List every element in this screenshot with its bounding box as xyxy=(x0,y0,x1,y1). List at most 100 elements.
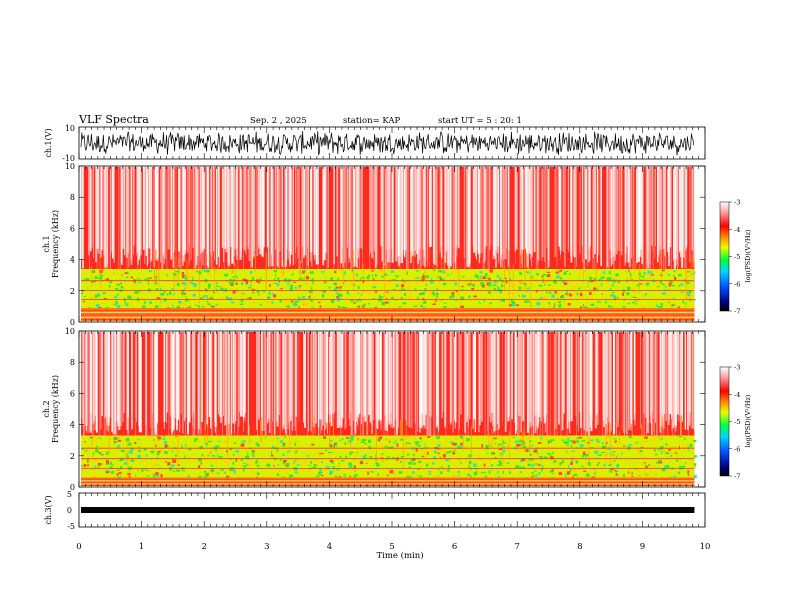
spectrogram-band-cell xyxy=(428,473,431,474)
spectrogram-tint-streak xyxy=(495,332,496,436)
spectrogram-band-cell xyxy=(434,450,437,453)
spectrogram-band-cell xyxy=(565,474,566,477)
spectrogram-band-cell xyxy=(249,460,250,462)
spectrogram-band-cell xyxy=(221,286,224,288)
spectrogram-band-cell xyxy=(346,438,349,439)
spectrogram-band-cell xyxy=(193,294,196,297)
spectrogram-band-cell xyxy=(287,295,289,297)
spectrogram-noise-streak xyxy=(181,332,182,414)
spectrogram-band-cell xyxy=(311,444,314,446)
spectrogram-noise-streak xyxy=(427,167,428,261)
spectrogram-band-cell xyxy=(369,292,372,295)
spectrogram-band-cell xyxy=(393,279,396,280)
spectrogram-tint-streak xyxy=(296,332,297,436)
spectrogram-band-cell xyxy=(643,276,644,279)
spectrogram-noise-streak xyxy=(214,167,215,259)
spectrogram-band-cell xyxy=(172,450,173,452)
spectrogram-band-cell xyxy=(581,466,584,467)
spectrogram-band-cell xyxy=(692,273,694,275)
spectrogram-noise-streak xyxy=(170,332,171,415)
spectrogram-band-cell xyxy=(95,449,98,452)
spectrogram-band-cell xyxy=(181,291,184,294)
spectrogram-band-cell xyxy=(649,271,653,274)
spectrogram-band-cell xyxy=(93,453,95,456)
spectrogram-noise-streak xyxy=(613,332,615,433)
spectrogram-band-cell xyxy=(350,283,353,286)
spectrogram-tint-streak xyxy=(307,332,308,436)
spectrogram-tint-streak xyxy=(181,167,182,269)
spectrogram-burst xyxy=(635,261,636,272)
spectrogram-band-cell xyxy=(185,296,186,298)
spectrogram-tint-streak xyxy=(362,167,363,269)
spectrogram-tint-streak xyxy=(114,332,115,436)
spectrogram-tint-streak xyxy=(400,167,401,269)
spectrogram-band-cell xyxy=(106,460,109,463)
spectrogram-noise-streak xyxy=(311,332,312,432)
spectrogram-noise-streak xyxy=(201,332,203,422)
spectrogram-band-cell xyxy=(385,302,389,304)
spectrogram-band-cell xyxy=(588,471,590,472)
spectrogram-band-cell xyxy=(645,293,647,295)
spectrogram-band-cell xyxy=(612,451,615,452)
spectrogram-noise-streak xyxy=(349,332,350,419)
spectrogram-band-cell xyxy=(436,293,439,295)
spectrogram-noise-streak xyxy=(429,167,431,247)
spectrogram-burst xyxy=(639,264,640,293)
spectrogram-band-cell xyxy=(253,455,255,457)
spectrogram-noise-streak xyxy=(203,167,204,251)
spectrogram-band-cell xyxy=(87,464,89,467)
spectrogram-band-cell xyxy=(396,284,399,287)
spectrogram-band-cell xyxy=(579,469,581,471)
spectrogram-tint-streak xyxy=(557,332,558,436)
spectrogram-band-cell xyxy=(672,285,675,287)
spectrogram-tint-streak xyxy=(333,167,334,269)
spectrogram-tint-streak xyxy=(286,332,287,436)
spectrogram-band-cell xyxy=(248,287,251,289)
spectrogram-tint-streak xyxy=(386,167,387,269)
spectrogram-noise-streak xyxy=(579,167,580,254)
spectrogram-noise-streak xyxy=(356,332,357,422)
spectrogram-tint-streak xyxy=(581,332,582,436)
spectrogram-tint-streak xyxy=(665,167,666,269)
spectrogram-band-cell xyxy=(688,275,690,277)
spectrogram-noise-streak xyxy=(473,332,474,429)
spectrogram-noise-streak xyxy=(606,332,607,424)
spectrogram-band-cell xyxy=(164,441,167,444)
spectrogram-tint-streak xyxy=(663,332,664,436)
spectrogram-tint-streak xyxy=(453,167,454,269)
spectrogram-noise-streak xyxy=(689,332,690,426)
spectrogram-band-cell xyxy=(148,282,149,285)
spectrogram-tint-streak xyxy=(624,332,625,436)
spectrogram-band-cell xyxy=(686,443,688,445)
spectrogram-band-cell xyxy=(570,462,573,465)
spectrogram-band-cell xyxy=(609,464,612,466)
spectrogram-burst xyxy=(207,425,208,446)
spectrogram-tint-streak xyxy=(174,332,175,436)
spectrogram-tint-streak xyxy=(602,332,603,436)
spectrogram-band-cell xyxy=(229,270,231,272)
spectrogram-band-cell xyxy=(258,282,260,284)
spectrogram-band-cell xyxy=(644,437,648,439)
spectrogram-band-cell xyxy=(158,438,161,440)
xtick-label: 0 xyxy=(76,542,81,552)
spectrogram-band-cell xyxy=(96,446,98,448)
spectrogram-band-cell xyxy=(340,269,342,272)
ytick-label: 6 xyxy=(70,224,75,233)
spectrogram-band-cell xyxy=(256,465,259,467)
spectrogram-noise-streak xyxy=(411,167,413,251)
spectrogram-noise-streak xyxy=(655,167,656,259)
spectrogram-band-cell xyxy=(539,271,542,272)
spectrogram-tint-streak xyxy=(104,332,105,436)
spectrogram-band-cell xyxy=(461,286,463,287)
spectrogram-band-cell xyxy=(368,275,370,277)
spectrogram-band-cell xyxy=(370,471,374,472)
spectrogram-band-cell xyxy=(94,466,97,468)
spectrogram-noise-streak xyxy=(131,167,132,262)
spectrogram-band-cell xyxy=(613,460,615,461)
spectrogram-band-cell xyxy=(637,284,639,286)
spectrogram-band-cell xyxy=(598,306,599,307)
spectrogram-band-cell xyxy=(230,273,232,274)
spectrogram-band-cell xyxy=(578,288,581,289)
spectrogram-band-cell xyxy=(379,270,383,274)
spectrogram-band-cell xyxy=(560,296,564,299)
